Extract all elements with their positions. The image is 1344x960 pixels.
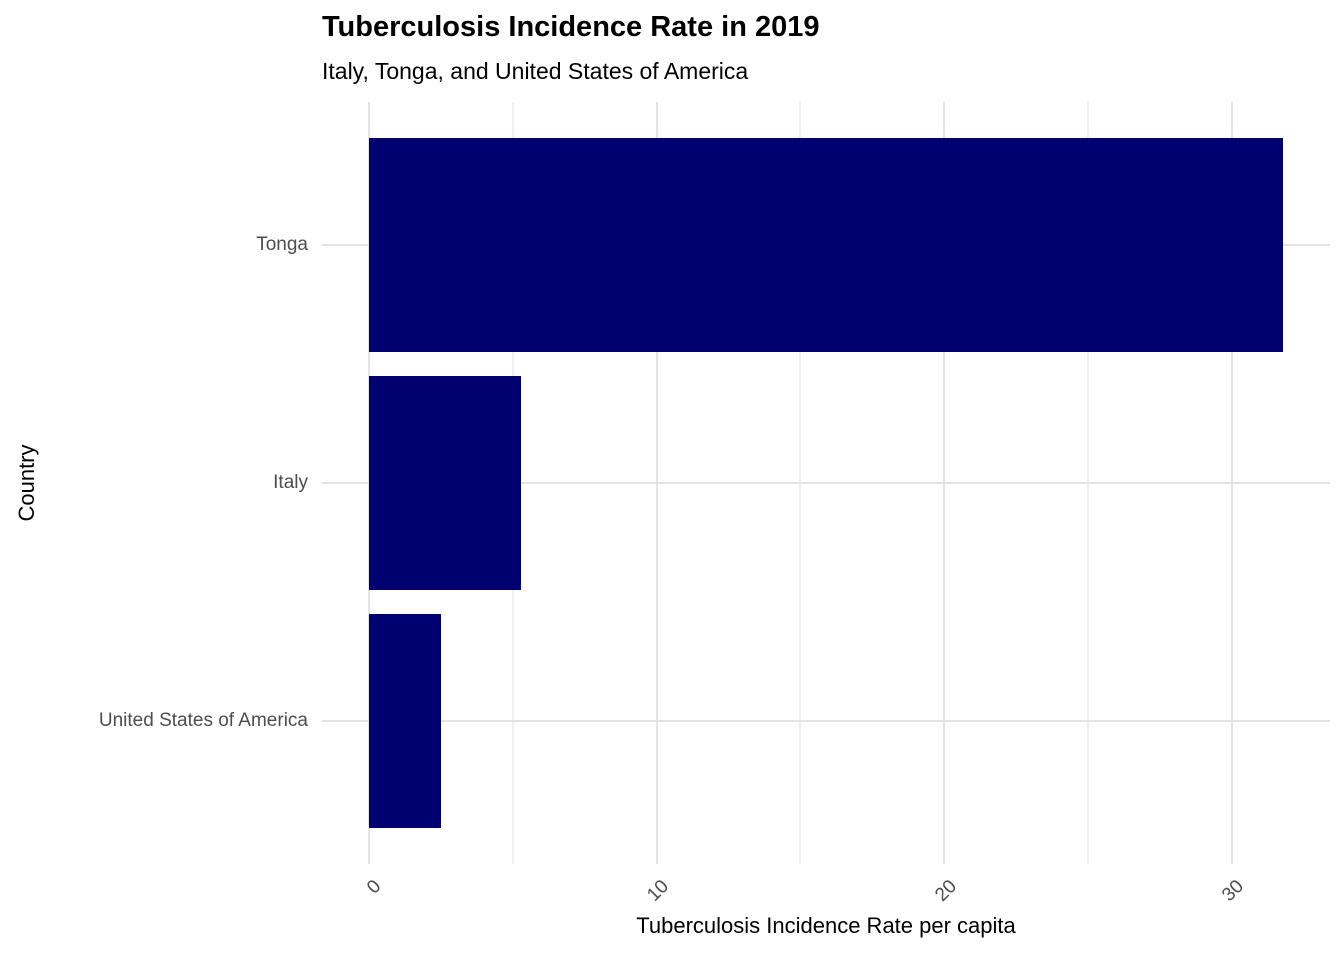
chart-subtitle: Italy, Tonga, and United States of Ameri… xyxy=(322,58,749,84)
x-tick-label: 10 xyxy=(643,876,674,906)
y-tick-label: United States of America xyxy=(98,710,308,732)
gridline-major-y xyxy=(322,720,1330,723)
x-tick-label: 20 xyxy=(931,876,961,906)
bar-italy xyxy=(369,376,522,590)
bar-tonga xyxy=(369,137,1284,352)
y-tick-label: Tonga xyxy=(256,233,308,255)
y-tick-label: Italy xyxy=(273,472,308,493)
x-tick-label: 0 xyxy=(363,876,386,899)
bar-united-states-of-america xyxy=(369,614,441,829)
gridline-major-y xyxy=(322,482,1330,484)
chart-title: Tuberculosis Incidence Rate in 2019 xyxy=(322,11,820,43)
x-axis-title: Tuberculosis Incidence Rate per capita xyxy=(636,913,1016,938)
x-tick-label: 30 xyxy=(1218,876,1249,906)
y-axis-title: Country xyxy=(14,444,39,522)
plot-panel xyxy=(322,102,1330,864)
